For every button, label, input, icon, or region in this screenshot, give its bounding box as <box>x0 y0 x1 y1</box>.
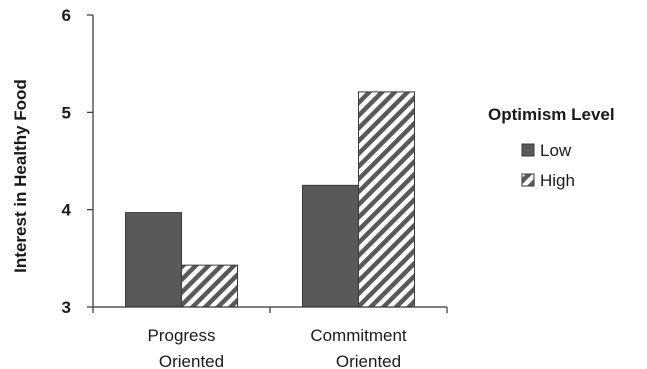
x-category-label: Progress <box>147 326 215 345</box>
legend-swatch-high <box>521 173 535 187</box>
legend-title: Optimism Level <box>488 105 615 124</box>
legend-items: Low High <box>521 141 575 190</box>
y-tick-label: 4 <box>62 201 72 220</box>
legend-label-high: High <box>540 171 575 190</box>
x-category-label: Oriented <box>336 352 401 369</box>
bar-low-1 <box>302 184 359 308</box>
y-tick-label: 3 <box>62 298 71 317</box>
y-tick-label: 5 <box>62 103 71 122</box>
x-category-label: Oriented <box>159 352 224 369</box>
x-category-label: Commitment <box>310 326 407 345</box>
legend-swatch-low <box>521 143 535 157</box>
bar-high-0 <box>181 264 238 308</box>
legend: Optimism Level Low High <box>488 105 615 190</box>
plot-area <box>92 91 448 313</box>
bar-low-0 <box>125 212 182 308</box>
x-axis-categories: Progress Oriented Commitment Oriented <box>147 326 406 369</box>
y-axis-label: Interest in Healthy Food <box>11 79 30 273</box>
y-axis-ticks: 3 4 5 6 <box>62 6 93 317</box>
y-tick-label: 6 <box>62 6 71 25</box>
legend-label-low: Low <box>540 141 572 160</box>
bar-high-1 <box>358 91 415 308</box>
